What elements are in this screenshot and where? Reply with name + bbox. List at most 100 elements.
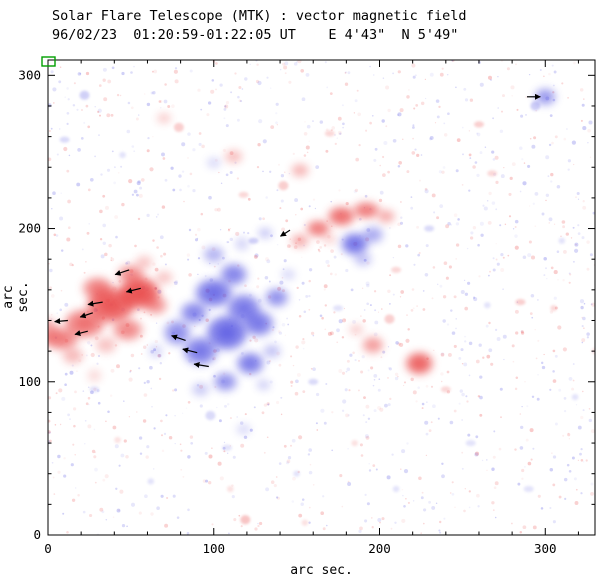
positive-polarity-blob (291, 164, 309, 177)
blob-core (235, 301, 252, 316)
positive-polarity-blob (173, 122, 184, 132)
tick-labels: 0 100 200 300 0 100 200 300 (18, 67, 556, 556)
y-axis-label: arc sec. (1, 281, 31, 313)
negative-polarity-blob (263, 345, 281, 358)
negative-polarity-blob (523, 485, 534, 493)
positive-polarity-blob (324, 130, 335, 137)
blob-core (53, 333, 70, 345)
blob-core (243, 358, 257, 369)
negative-polarity-blob (207, 158, 221, 168)
negative-polarity-blob (392, 485, 400, 493)
blob-core (219, 377, 232, 387)
plot-title: Solar Flare Telescope (MTK) : vector mag… (52, 8, 467, 24)
negative-polarity-blob (333, 305, 344, 312)
blob-core (270, 292, 283, 303)
negative-polarity-blob (119, 151, 126, 159)
x-tick-label: 300 (534, 541, 557, 556)
field-vector-arrow (171, 334, 186, 341)
magnetic-field-blobs (48, 89, 595, 526)
positive-polarity-blob (114, 436, 121, 444)
positive-polarity-blob (301, 519, 309, 526)
blob-core (412, 358, 426, 369)
y-tick-label: 100 (18, 374, 41, 389)
negative-polarity-blob (79, 90, 90, 100)
negative-polarity-blob (558, 237, 566, 244)
blob-core (149, 300, 162, 310)
negative-polarity-blob (424, 225, 435, 232)
blob-core (120, 324, 136, 336)
field-vector-arrow (114, 269, 130, 276)
y-tick-label: 200 (18, 221, 41, 236)
blob-core (99, 296, 123, 314)
negative-polarity-blob (535, 89, 556, 105)
blob-core (359, 206, 373, 214)
positive-polarity-blob (349, 325, 363, 335)
blob-core (129, 285, 150, 301)
positive-polarity-blob (157, 113, 171, 123)
x-axis-label: arc sec. (290, 563, 353, 578)
positive-polarity-blob (384, 314, 395, 324)
positive-polarity-blob (474, 121, 484, 128)
positive-polarity-blob (238, 191, 249, 198)
negative-polarity-blob (363, 227, 383, 243)
negative-polarity-blob (484, 302, 491, 309)
negative-polarity-blob (205, 410, 216, 421)
positive-polarity-blob (351, 440, 359, 447)
x-tick-label: 200 (368, 541, 391, 556)
negative-polarity-blob (192, 383, 209, 396)
blob-core (90, 282, 106, 294)
negative-polarity-blob (256, 380, 271, 390)
positive-polarity-blob (48, 318, 58, 344)
field-vector-arrow (79, 312, 93, 319)
blob-core (217, 324, 237, 342)
field-vector-arrow (87, 300, 103, 307)
blob-core (192, 344, 209, 358)
x-tick-label: 100 (203, 541, 226, 556)
field-vector-arrow (125, 287, 141, 294)
blob-core (227, 269, 241, 280)
positive-polarity-blob (87, 369, 101, 382)
negative-polarity-blob (203, 246, 224, 263)
negative-polarity-blob (237, 424, 251, 434)
y-tick-label: 300 (18, 67, 41, 82)
blob-core (348, 238, 362, 250)
negative-polarity-blob (222, 444, 232, 451)
negative-polarity-blob (258, 228, 272, 238)
positive-polarity-blob (323, 234, 337, 244)
blob-core (251, 317, 266, 330)
positive-polarity-blob (225, 150, 242, 163)
blob-core (170, 326, 184, 339)
plot-subtitle: 96/02/23 01:20:59-01:22:05 UT E 4'43" N … (52, 27, 459, 43)
field-vector-arrow (182, 347, 198, 354)
field-vector-arrow (279, 229, 291, 237)
negative-polarity-blob (59, 136, 70, 143)
positive-polarity-blob (440, 386, 451, 393)
positive-polarity-blob (240, 515, 251, 525)
blob-core (204, 286, 223, 300)
positive-polarity-blob (377, 210, 395, 223)
x-tick-label: 0 (44, 541, 52, 556)
negative-polarity-blob (147, 478, 155, 485)
positive-polarity-blob (227, 485, 234, 493)
positive-polarity-blob (96, 337, 116, 353)
blob-core (187, 307, 201, 319)
blob-core (74, 316, 95, 331)
y-tick-label: 0 (33, 527, 41, 542)
positive-polarity-blob (515, 299, 526, 306)
corner-roi-marker (41, 56, 56, 67)
blob-core (334, 211, 348, 221)
negative-polarity-blob (248, 237, 259, 244)
negative-polarity-blob (530, 101, 541, 111)
negative-polarity-blob (465, 440, 476, 447)
positive-polarity-blob (487, 170, 498, 177)
negative-polarity-blob (293, 470, 300, 477)
negative-polarity-blob (571, 394, 579, 401)
field-vector-arrow (54, 318, 68, 325)
positive-polarity-blob (155, 271, 173, 284)
negative-polarity-blob (149, 345, 163, 358)
blob-core (124, 269, 138, 280)
field-vector-arrow (74, 330, 88, 337)
field-vectors (54, 93, 541, 368)
